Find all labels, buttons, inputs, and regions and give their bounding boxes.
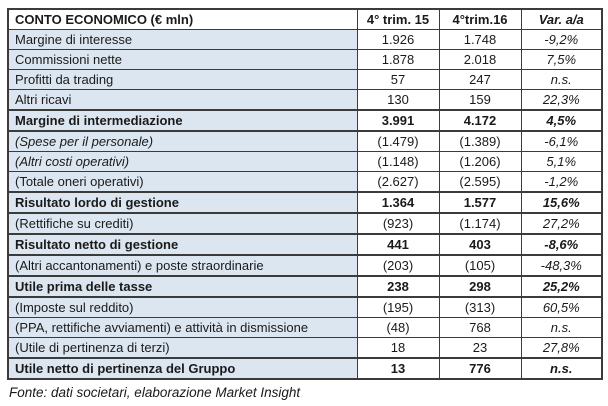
row-label-cell: Risultato netto di gestione [7,233,358,256]
row-label-cell: Margine di interesse [7,29,358,50]
value-q4-2016-cell: 298 [438,275,522,298]
value-q4-2015-cell: 1.878 [356,49,440,70]
value-q4-2015-cell: 1.364 [356,191,440,214]
var-yoy-cell: 27,8% [520,337,603,359]
row-label-cell: (Spese per il personale) [7,130,358,152]
table-row-subtotal: Risultato netto di gestione 441 403 -8,6… [7,233,603,256]
column-header-q4-2016: 4°trim.16 [438,8,522,30]
value-q4-2016-cell: 4.172 [438,109,522,132]
value-q4-2016-cell: 1.577 [438,191,522,214]
var-yoy-cell: -6,1% [520,130,603,152]
row-label-cell: (Utile di pertinenza di terzi) [7,337,358,359]
row-label-cell: (Totale oneri operativi) [7,171,358,193]
value-q4-2015-cell: (2.627) [356,171,440,193]
value-q4-2015-cell: 130 [356,89,440,111]
var-yoy-cell: 60,5% [520,296,603,318]
table-row: (Altri accantonamenti) e poste straordin… [7,254,603,277]
table-row-subtotal: Risultato lordo di gestione 1.364 1.577 … [7,191,603,214]
value-q4-2016-cell: 768 [438,317,522,338]
table-title: CONTO ECONOMICO (€ mln) [7,8,358,30]
var-yoy-cell: n.s. [520,317,603,338]
value-q4-2016-cell: (1.389) [438,130,522,152]
var-yoy-cell: 4,5% [520,109,603,132]
value-q4-2015-cell: (1.148) [356,151,440,172]
row-label-cell: (Rettifiche su crediti) [7,212,358,235]
table-row-subtotal: Utile prima delle tasse 238 298 25,2% [7,275,603,298]
value-q4-2016-cell: (2.595) [438,171,522,193]
table-row: Commissioni nette 1.878 2.018 7,5% [7,49,603,70]
value-q4-2016-cell: 2.018 [438,49,522,70]
row-label-cell: (PPA, rettifiche avviamenti) e attività … [7,317,358,338]
row-label-cell: Altri ricavi [7,89,358,111]
table-row: (Utile di pertinenza di terzi) 18 23 27,… [7,337,603,359]
table-row: (Altri costi operativi) (1.148) (1.206) … [7,151,603,172]
var-yoy-cell: 22,3% [520,89,603,111]
table-row-subtotal: Margine di intermediazione 3.991 4.172 4… [7,109,603,132]
value-q4-2016-cell: (1.174) [438,212,522,235]
table-row: (Imposte sul reddito) (195) (313) 60,5% [7,296,603,318]
column-header-var-yoy: Var. a/a [520,8,603,30]
table-row-total: Utile netto di pertinenza del Gruppo 13 … [7,357,603,380]
table-row: (Spese per il personale) (1.479) (1.389)… [7,130,603,152]
value-q4-2015-cell: 441 [356,233,440,256]
value-q4-2015-cell: (923) [356,212,440,235]
row-label-cell: Commissioni nette [7,49,358,70]
row-label-cell: (Altri accantonamenti) e poste straordin… [7,254,358,277]
value-q4-2016-cell: (1.206) [438,151,522,172]
var-yoy-cell: -48,3% [520,254,603,277]
value-q4-2016-cell: 403 [438,233,522,256]
source-note: Fonte: dati societari, elaborazione Mark… [9,385,301,400]
value-q4-2016-cell: 159 [438,89,522,111]
var-yoy-cell: 25,2% [520,275,603,298]
table-row: Profitti da trading 57 247 n.s. [7,69,603,90]
value-q4-2015-cell: (48) [356,317,440,338]
table-row: Altri ricavi 130 159 22,3% [7,89,603,111]
value-q4-2015-cell: 13 [356,357,440,380]
var-yoy-cell: -1,2% [520,171,603,193]
row-label-cell: (Altri costi operativi) [7,151,358,172]
value-q4-2015-cell: 238 [356,275,440,298]
value-q4-2015-cell: 3.991 [356,109,440,132]
value-q4-2016-cell: 1.748 [438,29,522,50]
value-q4-2015-cell: 57 [356,69,440,90]
value-q4-2015-cell: (1.479) [356,130,440,152]
var-yoy-cell: 15,6% [520,191,603,214]
value-q4-2015-cell: 1.926 [356,29,440,50]
value-q4-2015-cell: (203) [356,254,440,277]
var-yoy-cell: n.s. [520,69,603,90]
value-q4-2016-cell: (105) [438,254,522,277]
table-row: Margine di interesse 1.926 1.748 -9,2% [7,29,603,50]
table-row: (Rettifiche su crediti) (923) (1.174) 27… [7,212,603,235]
row-label-cell: (Imposte sul reddito) [7,296,358,318]
table-row: (PPA, rettifiche avviamenti) e attività … [7,317,603,338]
column-header-q4-2015: 4° trim. 15 [356,8,440,30]
var-yoy-cell: 5,1% [520,151,603,172]
var-yoy-cell: -9,2% [520,29,603,50]
value-q4-2016-cell: 23 [438,337,522,359]
var-yoy-cell: n.s. [520,357,603,380]
income-statement-table: CONTO ECONOMICO (€ mln) 4° trim. 15 4°tr… [7,8,603,380]
row-label-cell: Margine di intermediazione [7,109,358,132]
table-header-row: CONTO ECONOMICO (€ mln) 4° trim. 15 4°tr… [7,8,603,30]
value-q4-2016-cell: 247 [438,69,522,90]
row-label-cell: Risultato lordo di gestione [7,191,358,214]
value-q4-2015-cell: 18 [356,337,440,359]
row-label-cell: Utile prima delle tasse [7,275,358,298]
row-label-cell: Utile netto di pertinenza del Gruppo [7,357,358,380]
row-label-cell: Profitti da trading [7,69,358,90]
var-yoy-cell: 27,2% [520,212,603,235]
value-q4-2016-cell: (313) [438,296,522,318]
var-yoy-cell: 7,5% [520,49,603,70]
value-q4-2016-cell: 776 [438,357,522,380]
value-q4-2015-cell: (195) [356,296,440,318]
table-row: (Totale oneri operativi) (2.627) (2.595)… [7,171,603,193]
var-yoy-cell: -8,6% [520,233,603,256]
